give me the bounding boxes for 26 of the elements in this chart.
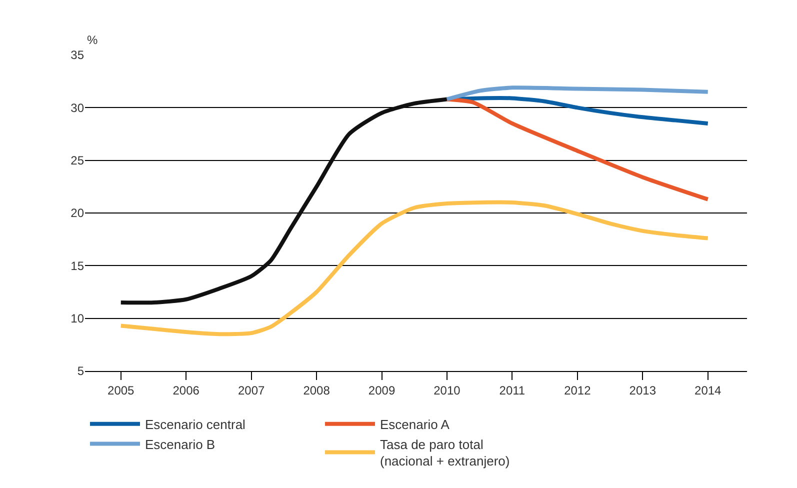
y-tick-label: 25 bbox=[70, 154, 84, 168]
legend-label: Tasa de paro total (nacional + extranjero) bbox=[380, 436, 510, 469]
x-tick-label: 2009 bbox=[368, 383, 396, 398]
legend-label: Escenario central bbox=[145, 416, 246, 432]
line-series bbox=[444, 86, 710, 102]
legend-label: Escenario A bbox=[380, 416, 450, 432]
y-axis-title: % bbox=[87, 33, 98, 47]
y-tick-label: 30 bbox=[70, 100, 84, 115]
y-tick-label: 35 bbox=[70, 48, 84, 62]
x-tick-label: 2011 bbox=[499, 383, 526, 398]
x-tick-label: 2007 bbox=[238, 383, 265, 398]
line-series bbox=[118, 200, 710, 336]
x-tick-label: 2014 bbox=[694, 383, 722, 398]
x-tick-label: 2005 bbox=[108, 383, 135, 398]
x-tick-label: 2012 bbox=[564, 383, 592, 398]
x-tick-label: 2010 bbox=[434, 383, 461, 398]
legend-label: Escenario B bbox=[145, 436, 216, 452]
x-tick-label: 2008 bbox=[303, 383, 330, 398]
y-tick-label: 10 bbox=[70, 312, 84, 326]
x-tick-label: 2006 bbox=[172, 383, 200, 398]
y-tick-label: 20 bbox=[70, 206, 84, 220]
line-series bbox=[118, 97, 449, 305]
y-tick-label: 15 bbox=[70, 258, 84, 273]
x-tick-label: 2013 bbox=[629, 383, 656, 398]
line-series bbox=[444, 97, 710, 202]
y-tick-label: 5 bbox=[77, 364, 84, 378]
